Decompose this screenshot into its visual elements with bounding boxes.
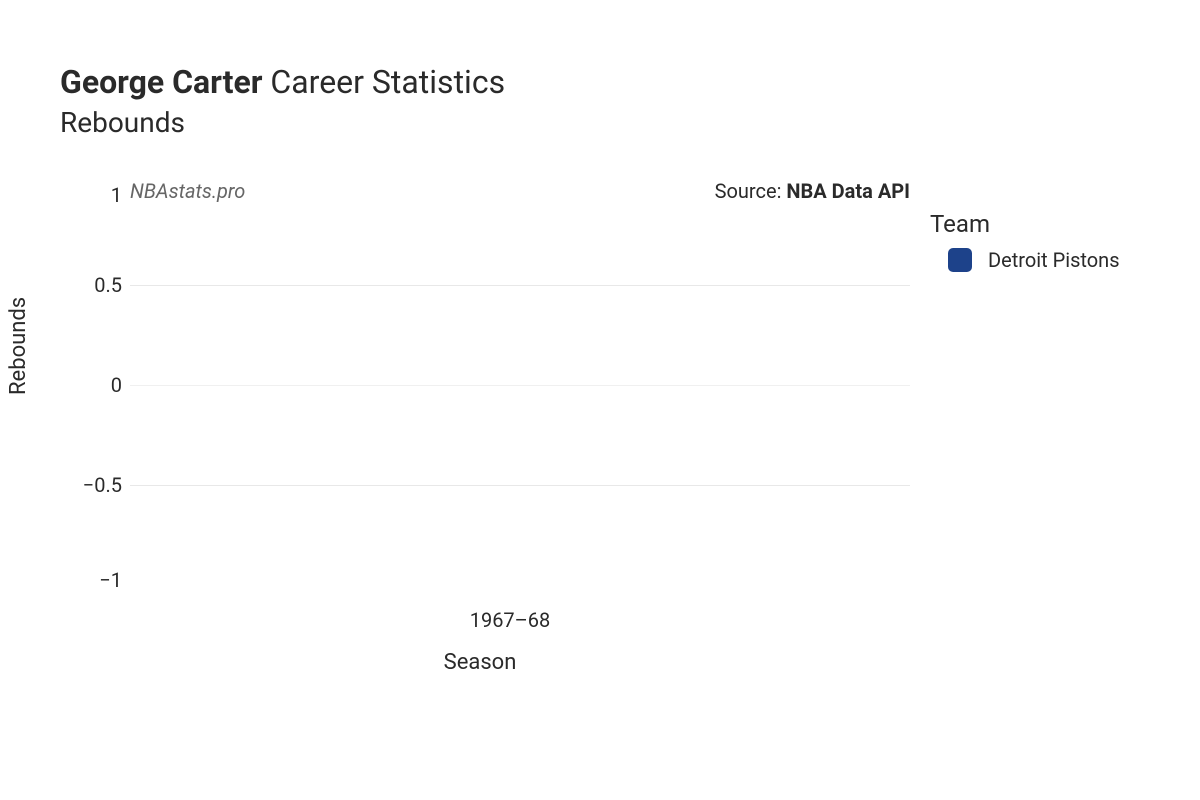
ytick-label: −0.5: [72, 473, 122, 497]
x-axis-label: Season: [0, 650, 1080, 675]
legend-item: Detroit Pistons: [948, 248, 1120, 272]
source-annotation: Source: NBA Data API: [715, 179, 910, 203]
chart-title: George Carter Career Statistics: [60, 65, 505, 100]
title-block: George Carter Career Statistics Rebounds: [60, 65, 505, 139]
ytick-label: −1: [72, 568, 122, 592]
ytick-label: 0.5: [72, 273, 122, 297]
gridline: [130, 485, 910, 486]
legend: Team Detroit Pistons: [930, 210, 1120, 272]
plot-area: NBAstats.pro Source: NBA Data API: [130, 185, 910, 585]
xtick-label: 1967–68: [470, 608, 551, 632]
source-prefix: Source:: [715, 179, 787, 203]
gridline-zero: [130, 385, 910, 386]
title-player: George Carter: [60, 63, 262, 101]
legend-swatch: [948, 248, 972, 272]
chart-subtitle: Rebounds: [60, 106, 505, 139]
ytick-label: 0: [72, 373, 122, 397]
source-name: NBA Data API: [786, 179, 910, 203]
legend-label: Detroit Pistons: [988, 248, 1120, 272]
ytick-label: 1: [72, 183, 122, 207]
y-axis-label: Rebounds: [6, 297, 31, 395]
legend-title: Team: [930, 210, 1120, 238]
chart-container: George Carter Career Statistics Rebounds…: [0, 0, 1200, 800]
title-suffix: Career Statistics: [270, 63, 505, 101]
gridline: [130, 285, 910, 286]
watermark-text: NBAstats.pro: [130, 179, 245, 203]
